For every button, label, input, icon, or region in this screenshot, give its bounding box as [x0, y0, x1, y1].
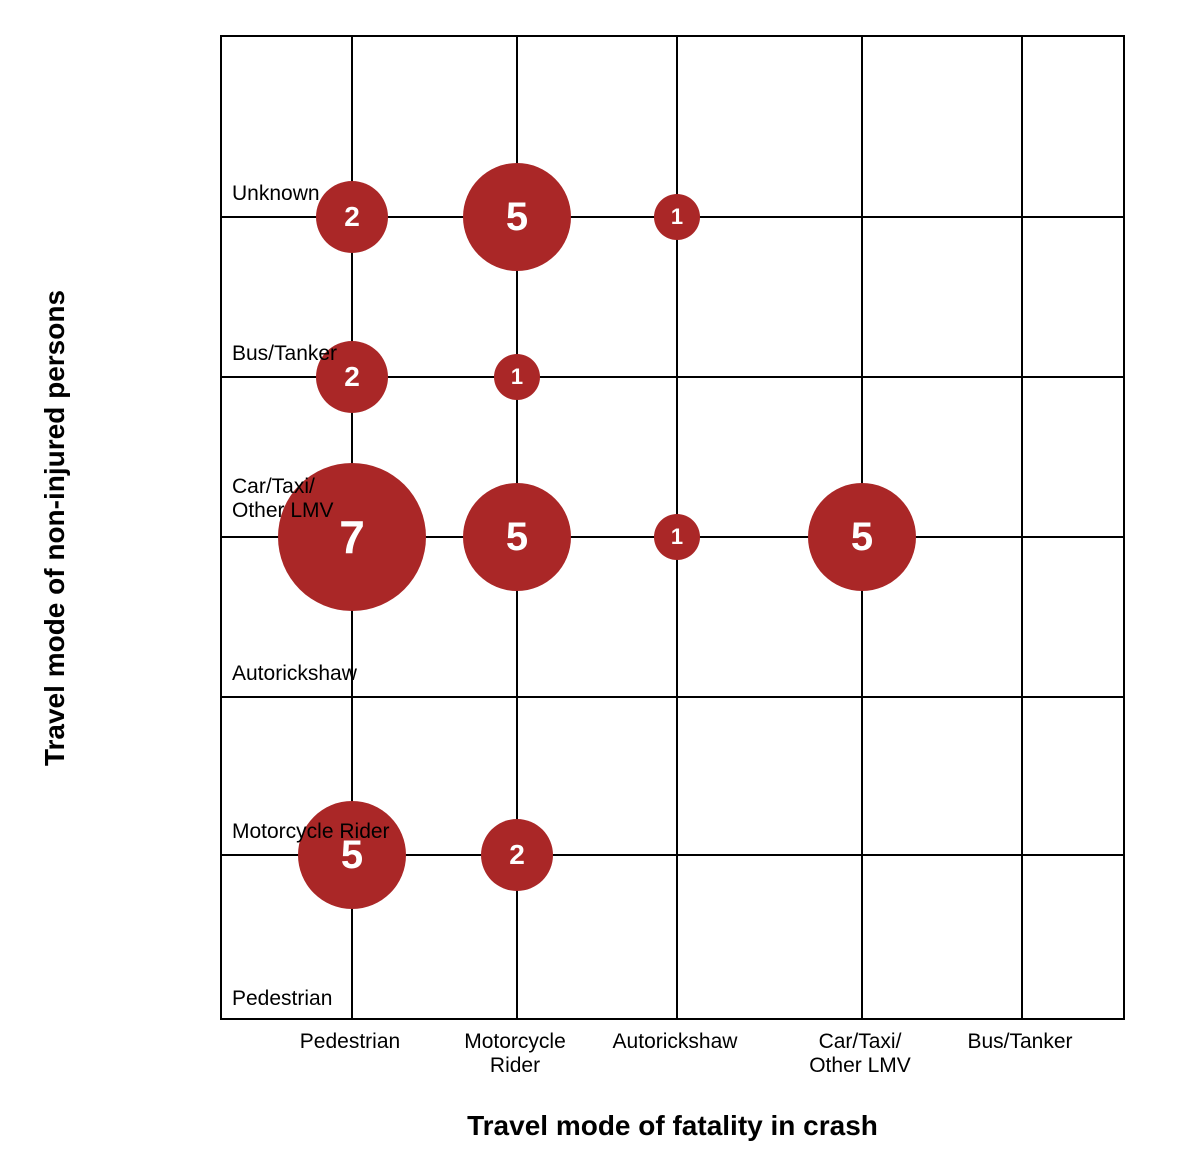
bubble-value: 7 [339, 510, 365, 564]
bubble-value: 5 [851, 515, 873, 560]
bubble: 1 [494, 354, 540, 400]
x-tick-label: Car/Taxi/ Other LMV [809, 1030, 911, 1078]
bubble: 5 [298, 801, 406, 909]
bubble: 1 [654, 194, 700, 240]
x-tick-label: Motorcycle Rider [464, 1030, 566, 1078]
y-tick-label: Car/Taxi/ Other LMV [232, 475, 334, 523]
gridline-vertical [1021, 37, 1023, 1018]
bubble: 2 [481, 819, 553, 891]
bubble-value: 5 [506, 195, 528, 240]
bubble-value: 1 [511, 364, 523, 390]
x-tick-label: Bus/Tanker [967, 1030, 1072, 1054]
bubble-value: 2 [509, 839, 525, 871]
bubble: 5 [463, 483, 571, 591]
y-tick-label: Unknown [232, 182, 320, 206]
chart-container: 5 2 7 5 1 5 2 1 2 5 1 Travel mode of non-injured p… [0, 0, 1178, 1166]
bubble-value: 1 [671, 204, 683, 230]
gridline-horizontal [222, 696, 1123, 698]
bubble-value: 1 [671, 524, 683, 550]
bubble: 5 [808, 483, 916, 591]
x-tick-label: Autorickshaw [613, 1030, 738, 1054]
bubble-value: 2 [344, 361, 360, 393]
x-tick-label: Pedestrian [300, 1030, 400, 1054]
y-axis-title: Travel mode of non-injured persons [39, 289, 71, 765]
bubble: 5 [463, 163, 571, 271]
x-axis-title: Travel mode of fatality in crash [467, 1110, 878, 1142]
y-tick-label: Motorcycle Rider [232, 820, 390, 844]
plot-area: 5 2 7 5 1 5 2 1 2 5 1 [220, 35, 1125, 1020]
y-tick-label: Bus/Tanker [232, 342, 337, 366]
bubble-value: 2 [344, 201, 360, 233]
y-tick-label: Autorickshaw [232, 662, 357, 686]
bubble: 2 [316, 181, 388, 253]
bubble: 1 [654, 514, 700, 560]
y-tick-label: Pedestrian [232, 987, 332, 1011]
bubble-value: 5 [506, 515, 528, 560]
